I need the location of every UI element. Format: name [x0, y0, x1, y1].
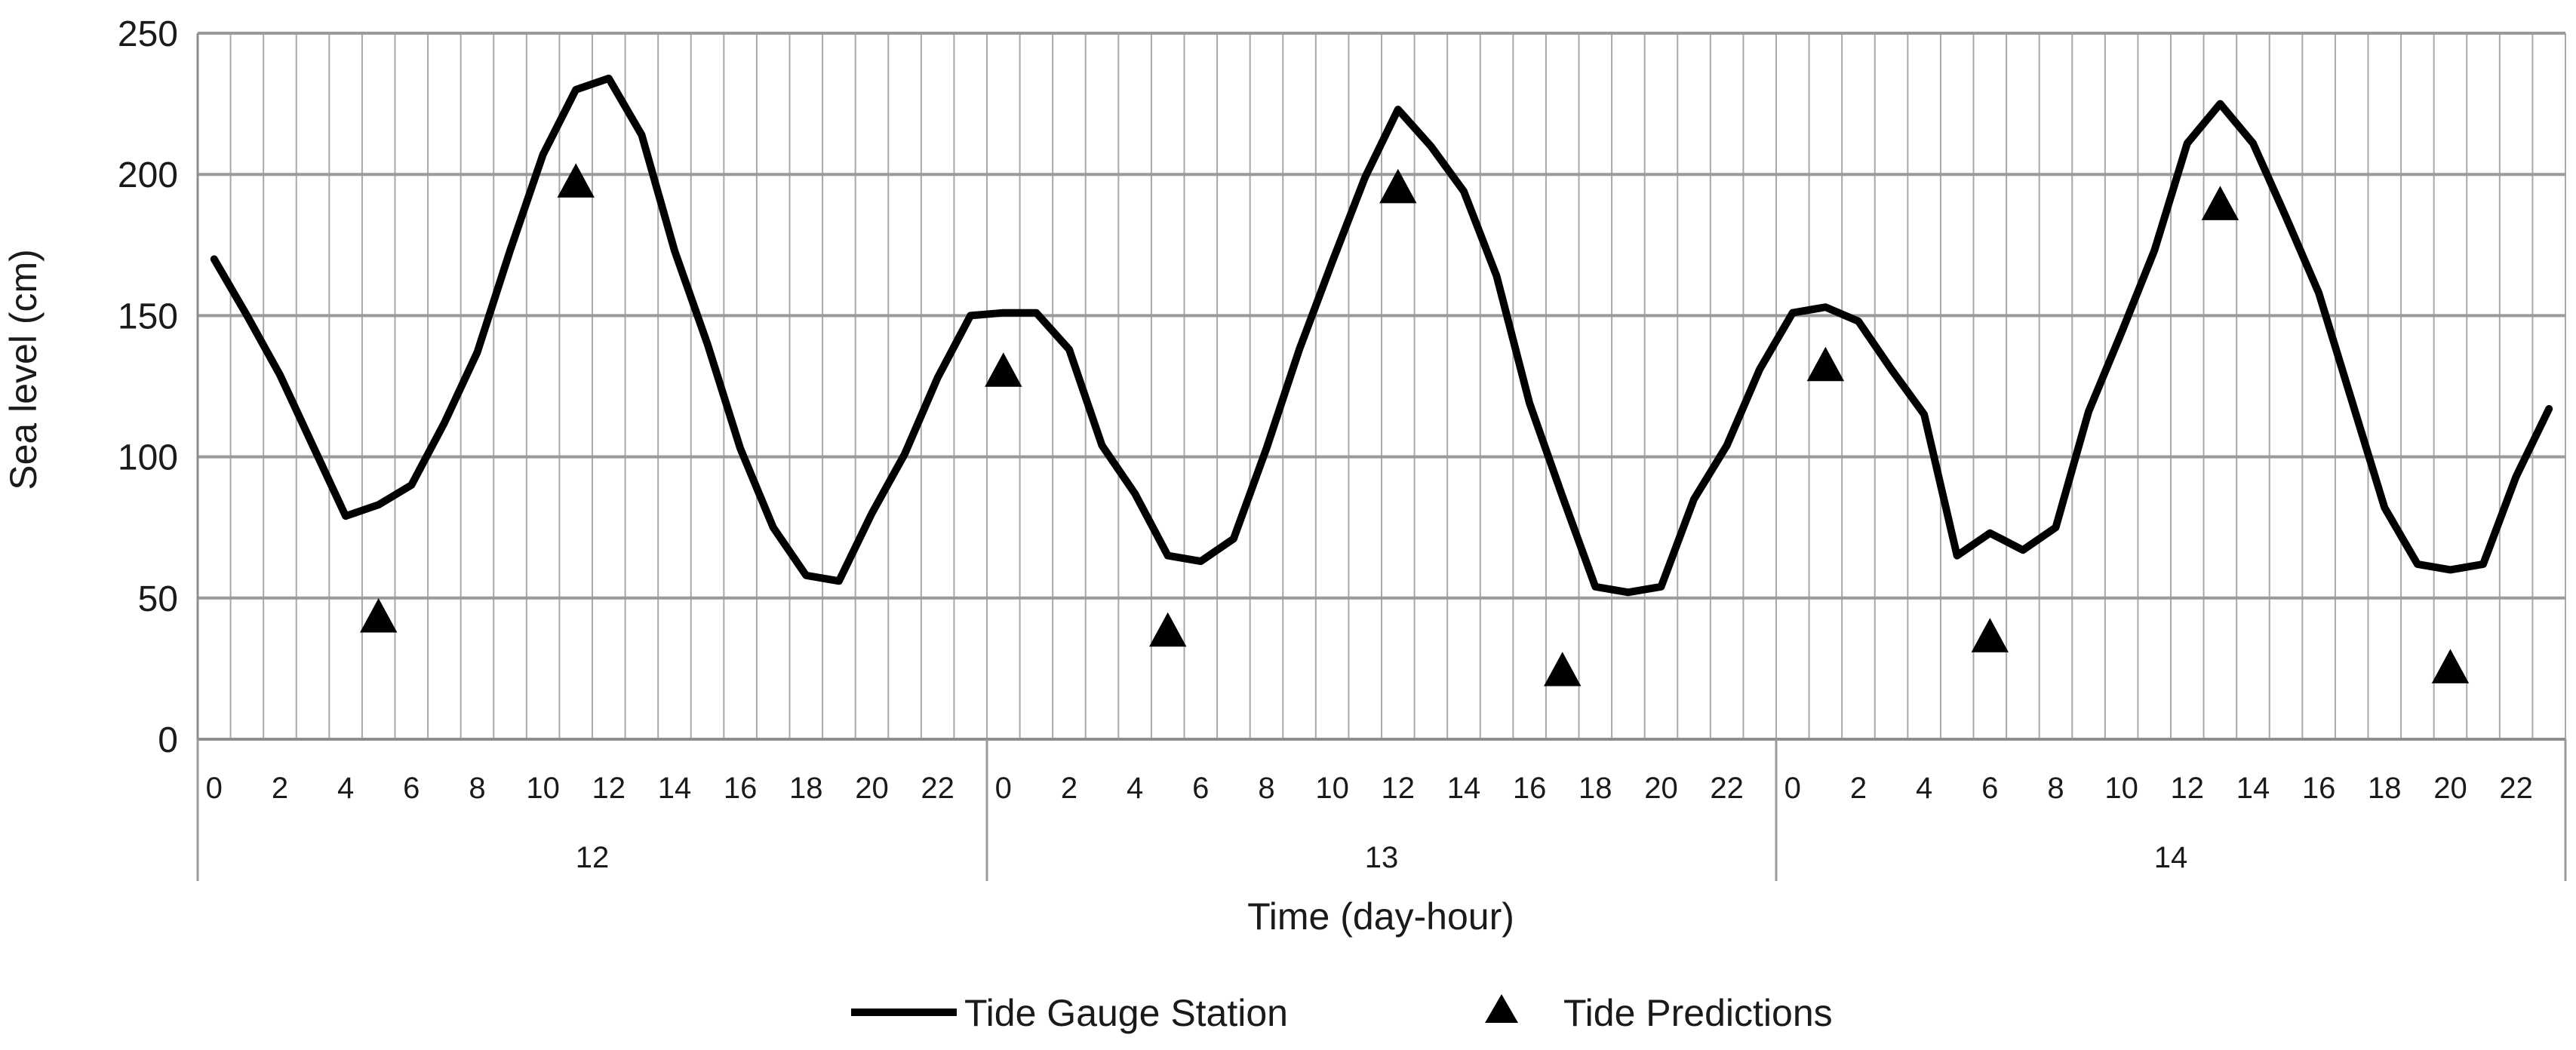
- x-tick-label: 0: [1784, 772, 1801, 805]
- x-tick-label: 20: [1644, 772, 1678, 805]
- day-label: 13: [1365, 841, 1399, 874]
- tide-prediction-marker: [360, 598, 398, 633]
- tide-prediction-series: [360, 163, 2470, 686]
- y-tick-labels: 0 50 100 150 200 250: [118, 14, 178, 760]
- x-tick-label: 18: [2368, 772, 2402, 805]
- x-tick-label: 4: [337, 772, 354, 805]
- tide-prediction-marker: [1379, 168, 1417, 204]
- x-tick-label: 6: [1192, 772, 1209, 805]
- x-tick-label: 18: [1578, 772, 1612, 805]
- x-tick-label: 16: [2302, 772, 2336, 805]
- x-tick-label: 10: [2104, 772, 2138, 805]
- x-axis-label: Time (day-hour): [1247, 895, 1514, 938]
- y-axis-label: Sea level (cm): [2, 249, 45, 490]
- y-tick-label: 150: [118, 296, 178, 336]
- legend-triangle-swatch: [1485, 994, 1518, 1023]
- x-tick-label: 22: [2499, 772, 2533, 805]
- x-tick-label: 4: [1127, 772, 1143, 805]
- x-tick-label: 0: [995, 772, 1012, 805]
- x-tick-label: 6: [403, 772, 420, 805]
- x-tick-label: 8: [469, 772, 485, 805]
- tide-prediction-marker: [557, 163, 595, 198]
- legend-label-tide-gauge: Tide Gauge Station: [964, 992, 1288, 1034]
- y-tick-label: 50: [138, 579, 178, 619]
- x-tick-label: 14: [2236, 772, 2270, 805]
- x-tick-label: 20: [2433, 772, 2467, 805]
- x-tick-label: 22: [921, 772, 954, 805]
- x-tick-label: 14: [658, 772, 692, 805]
- day-label: 14: [2154, 841, 2188, 874]
- axes: [196, 33, 2567, 881]
- x-tick-label: 6: [1981, 772, 1998, 805]
- x-tick-label: 4: [1916, 772, 1932, 805]
- x-tick-label: 16: [1513, 772, 1547, 805]
- tide-prediction-marker: [1149, 612, 1187, 647]
- tide-prediction-marker: [1544, 652, 1582, 686]
- x-tick-label: 10: [526, 772, 560, 805]
- x-tick-label: 12: [592, 772, 626, 805]
- y-tick-label: 250: [118, 14, 178, 54]
- x-tick-label: 12: [2171, 772, 2205, 805]
- x-tick-label: 2: [1850, 772, 1867, 805]
- tide-gauge-line: [210, 74, 2553, 597]
- legend-label-tide-predictions: Tide Predictions: [1563, 992, 1833, 1034]
- tide-prediction-marker: [1971, 618, 2009, 652]
- tide-prediction-marker: [985, 352, 1022, 387]
- x-tick-label: 2: [272, 772, 288, 805]
- y-tick-label: 0: [158, 720, 178, 760]
- x-tick-label: 8: [2047, 772, 2064, 805]
- x-tick-label: 14: [1447, 772, 1481, 805]
- day-labels: 12 13 14: [576, 841, 2188, 874]
- x-tick-label: 16: [724, 772, 758, 805]
- x-tick-label: 8: [1258, 772, 1274, 805]
- legend: Tide Gauge Station Tide Predictions: [851, 992, 1833, 1034]
- y-tick-label: 200: [118, 155, 178, 195]
- day-label: 12: [576, 841, 610, 874]
- x-tick-label: 20: [855, 772, 889, 805]
- tide-prediction-marker: [2431, 649, 2470, 683]
- x-tick-label: 22: [1710, 772, 1744, 805]
- tide-prediction-marker: [1806, 346, 1845, 382]
- x-tick-label: 0: [206, 772, 223, 805]
- tide-gauge-series: [210, 74, 2553, 597]
- x-tick-labels: 0 2 4 6 8 10 12 14 16 18 20 22 0 2 4 6 8 10 12 14 16 18 20 22 0 2…: [206, 772, 2533, 805]
- x-tick-label: 18: [789, 772, 823, 805]
- x-tick-label: 2: [1061, 772, 1077, 805]
- y-tick-label: 100: [118, 438, 178, 478]
- tide-prediction-marker: [2201, 186, 2239, 220]
- x-tick-label: 10: [1315, 772, 1349, 805]
- x-tick-label: 12: [1382, 772, 1416, 805]
